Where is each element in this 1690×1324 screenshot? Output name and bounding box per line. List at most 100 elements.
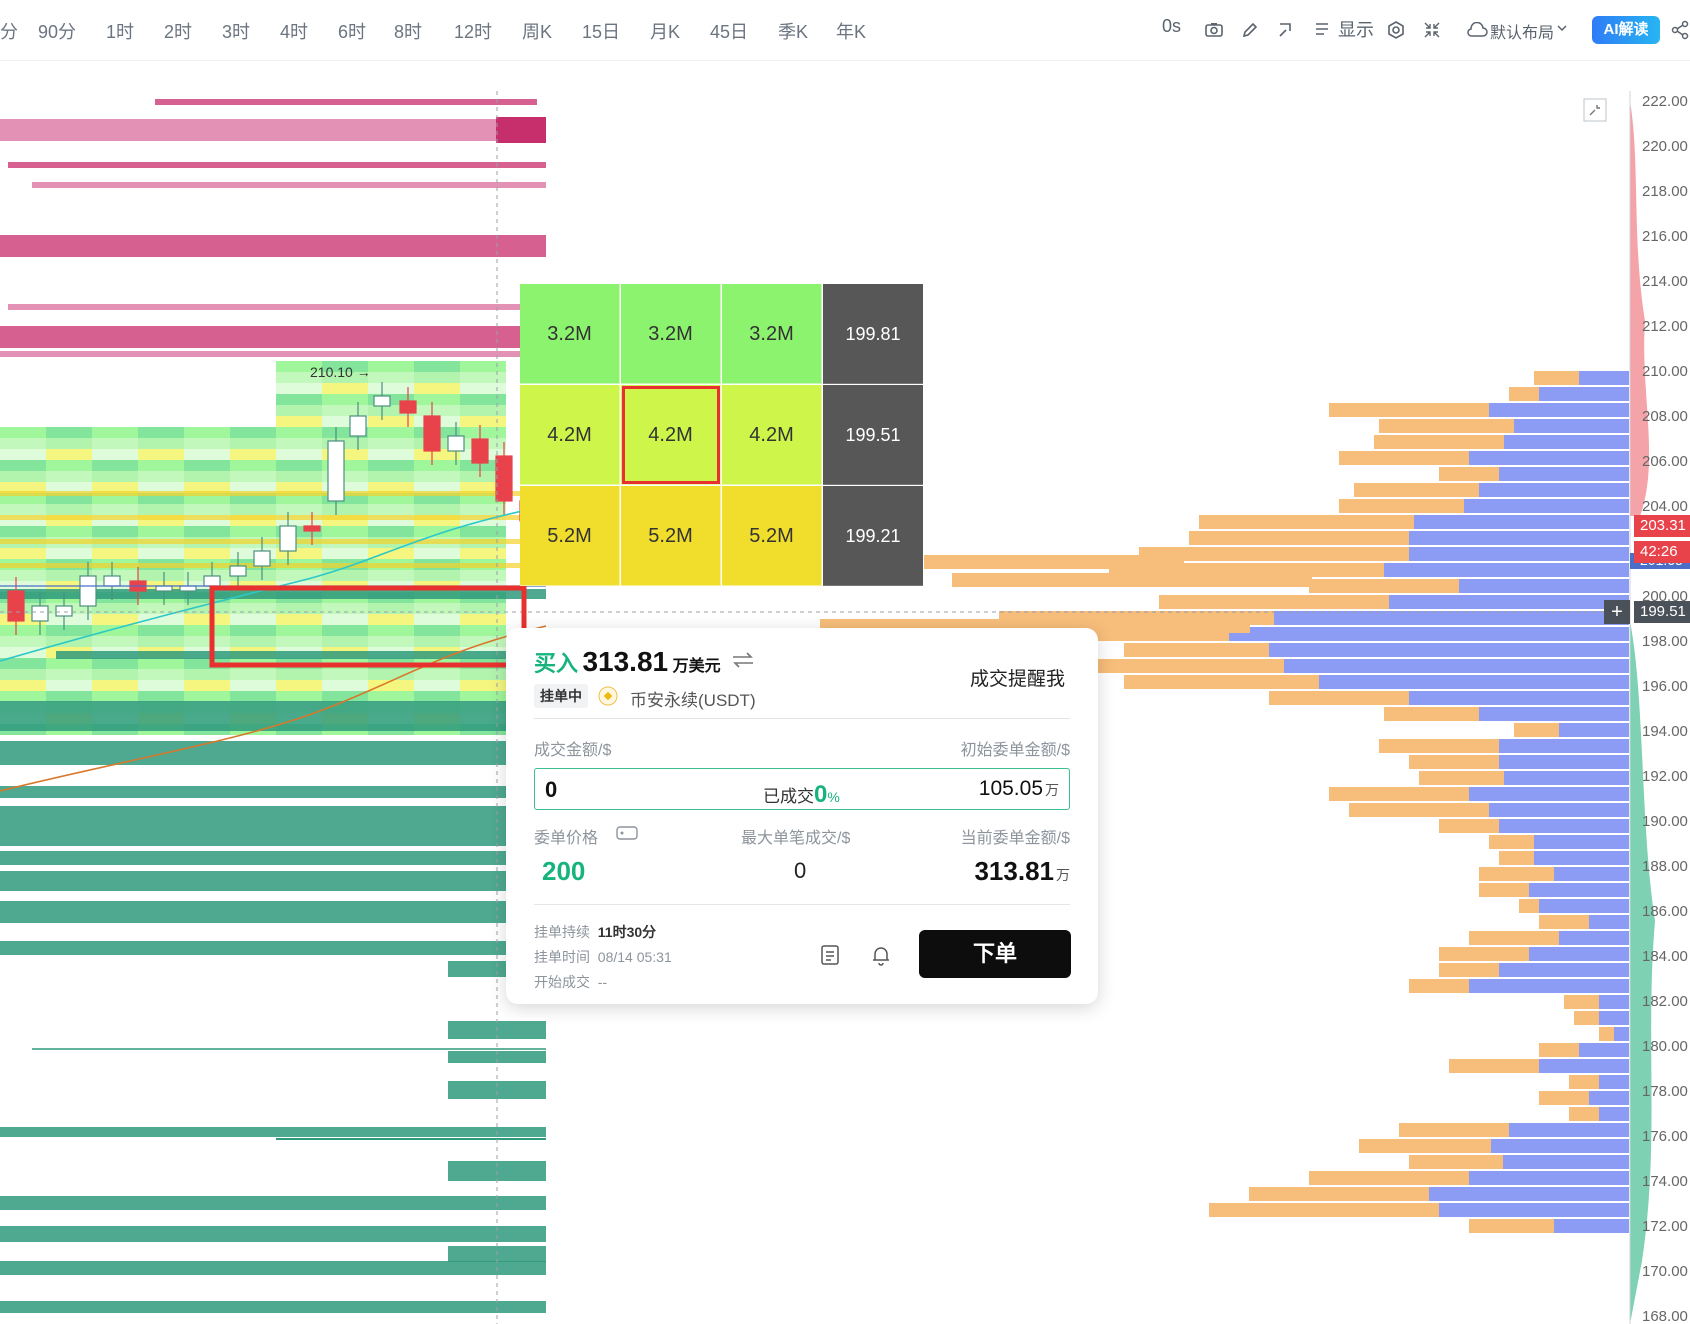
- share-icon[interactable]: [1670, 20, 1690, 40]
- plus-icon[interactable]: +: [1604, 600, 1630, 624]
- ask-band: [496, 117, 546, 143]
- heat-cell: [92, 603, 138, 614]
- heat-cell: [138, 636, 184, 647]
- depth-cell[interactable]: 4.2M: [520, 385, 620, 485]
- timeframe-11[interactable]: 月K: [650, 22, 681, 42]
- heat-cell: [0, 548, 46, 559]
- depth-cell[interactable]: 4.2M: [722, 385, 822, 485]
- heat-cell: [322, 471, 368, 482]
- heat-cell: [276, 372, 322, 383]
- ask-bar: [1409, 979, 1469, 993]
- depth-cell[interactable]: 5.2M: [520, 486, 620, 586]
- timeframe-7[interactable]: 8时: [394, 22, 423, 42]
- ai-interpret-button[interactable]: AI解读: [1592, 16, 1660, 44]
- bid-bar: [1389, 595, 1629, 609]
- candlesticks: [7, 382, 537, 635]
- bid-bar: [1409, 691, 1629, 705]
- bid-bar: [1539, 1059, 1629, 1073]
- heat-cell: [92, 471, 138, 482]
- heat-cell: [0, 625, 46, 636]
- ask-bar: [1339, 451, 1469, 465]
- heat-cell: [322, 427, 368, 438]
- timeframe-2[interactable]: 1时: [106, 22, 135, 42]
- depth-cell[interactable]: 5.2M: [621, 486, 721, 586]
- place-order-button[interactable]: 下单: [919, 930, 1071, 978]
- heat-cell: [46, 548, 92, 559]
- ask-band: [0, 119, 546, 141]
- timeframe-14[interactable]: 年K: [836, 22, 867, 42]
- heat-cell: [322, 548, 368, 559]
- ask-bar: [1124, 675, 1319, 689]
- pencil-icon[interactable]: [1240, 20, 1260, 40]
- depth-cell[interactable]: 3.2M: [621, 284, 721, 384]
- notes-icon[interactable]: [820, 944, 840, 971]
- depth-cell[interactable]: 4.2M: [621, 385, 721, 485]
- ask-bar: [1469, 931, 1559, 945]
- bid-bar: [1599, 1011, 1629, 1025]
- heat-cell: [46, 691, 92, 702]
- ask-bar: [1574, 1011, 1599, 1025]
- initial-amount-label: 初始委单金额/$: [960, 742, 1070, 759]
- timeframe-3[interactable]: 2时: [164, 22, 193, 42]
- timeframe-8[interactable]: 12时: [454, 22, 493, 42]
- heat-cell: [92, 691, 138, 702]
- timeframe-4[interactable]: 3时: [222, 22, 251, 42]
- heat-cell: [414, 515, 460, 526]
- draw-tool-icon[interactable]: [1276, 20, 1296, 40]
- settings-icon[interactable]: [1386, 20, 1406, 40]
- timeframe-12[interactable]: 45日: [710, 22, 749, 42]
- ask-bar: [1349, 803, 1489, 817]
- swap-icon[interactable]: [731, 651, 755, 674]
- heat-cell: [184, 625, 230, 636]
- remind-me-link[interactable]: 成交提醒我: [970, 669, 1066, 690]
- axis-tick-22: 178.00: [1642, 1083, 1688, 1100]
- candle-body: [495, 455, 513, 502]
- timeframe-9[interactable]: 周K: [522, 22, 553, 42]
- ask-bar: [924, 555, 1184, 569]
- heat-cell: [276, 691, 322, 702]
- timeframe-0[interactable]: 分: [0, 22, 18, 42]
- timeframe-1[interactable]: 90分: [38, 22, 77, 42]
- depth-price: 199.51: [823, 385, 923, 485]
- heat-cell: [138, 570, 184, 581]
- bid-bar: [1229, 627, 1629, 641]
- heat-cell: [414, 570, 460, 581]
- bid-bar: [1579, 371, 1629, 385]
- heat-cell: [46, 493, 92, 504]
- ask-bar: [1569, 1107, 1599, 1121]
- camera-icon[interactable]: [1204, 20, 1224, 40]
- display-button[interactable]: 显示: [1338, 20, 1374, 40]
- status-badge: 挂单中: [534, 684, 588, 708]
- heat-cell: [46, 669, 92, 680]
- layout-selector[interactable]: 默认布局: [1490, 25, 1555, 42]
- heat-cell: [368, 416, 414, 427]
- depth-cell[interactable]: 5.2M: [722, 486, 822, 586]
- heat-cell: [230, 493, 276, 504]
- heat-cell: [230, 625, 276, 636]
- collapse-icon[interactable]: [1422, 20, 1442, 40]
- bid-bar: [1499, 963, 1629, 977]
- timeframe-6[interactable]: 6时: [338, 22, 367, 42]
- heat-cell: [368, 372, 414, 383]
- heat-cell: [138, 526, 184, 537]
- timeframe-10[interactable]: 15日: [582, 22, 621, 42]
- ask-bar: [1329, 787, 1469, 801]
- timeframe-13[interactable]: 季K: [778, 22, 809, 42]
- bell-icon[interactable]: [870, 944, 892, 971]
- depth-cell[interactable]: 3.2M: [520, 284, 620, 384]
- heat-cell: [368, 394, 414, 405]
- chevron-down-icon[interactable]: [1556, 22, 1568, 34]
- depth-cell[interactable]: 3.2M: [722, 284, 822, 384]
- timeframe-5[interactable]: 4时: [280, 22, 309, 42]
- bid-bar: [1469, 787, 1629, 801]
- heatmap-chart[interactable]: 222.00 220.00 218.00 216.00 214.00 212.00 210.…: [0, 61, 1690, 1324]
- tag-icon: [616, 826, 638, 845]
- heat-cell: [322, 416, 368, 427]
- ask-bar: [1449, 1059, 1539, 1073]
- heat-cell: [138, 625, 184, 636]
- bid-band: [448, 1081, 546, 1099]
- heat-cell: [46, 449, 92, 460]
- heat-cell: [414, 383, 460, 394]
- ask-bar: [1539, 915, 1589, 929]
- heat-cell: [0, 427, 46, 438]
